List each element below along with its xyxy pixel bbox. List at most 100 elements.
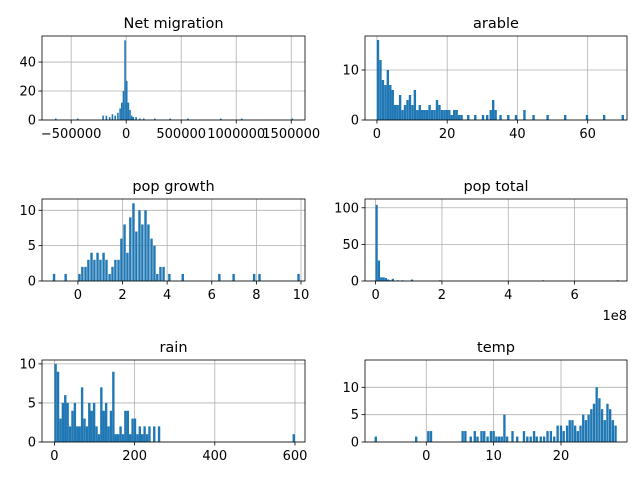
histogram-bar [114,115,116,120]
histogram-bar [71,410,74,442]
histogram-bar [90,252,93,281]
histogram-bar [93,259,96,281]
y-tick-label: 10 [342,64,359,79]
histogram-bar [394,105,397,120]
histogram-bar [483,431,486,442]
histogram-bar [148,426,151,442]
histogram-bar [377,260,381,281]
histogram-bar [96,252,99,281]
histogram-bar [111,266,114,281]
histogram-bar [595,387,598,442]
histogram-bar [66,402,69,442]
histogram-bar [105,115,108,120]
histogram-bar [460,115,463,120]
histogram-bar [168,273,171,281]
histogram-bar [150,238,153,281]
axes-frame [364,198,628,282]
histogram-bar [489,431,493,442]
histogram-bar [433,110,436,120]
y-tick-label: 10 [19,357,36,372]
histogram-bar [159,266,162,281]
y-tick-label: 0 [351,114,359,129]
histogram-bar [435,100,439,120]
histogram-bar [54,118,57,120]
histogram-bar [579,425,582,442]
histogram-bar [457,115,461,120]
histogram-bar [291,118,294,120]
histogram-bar [126,410,129,442]
histogram-bar [562,431,565,442]
histogram-bar [614,425,617,442]
histogram-bar [76,118,79,120]
panel-pop-growth: 0 2 4 6 8 10 0 5 10 pop growth [19,179,309,303]
histogram-bar [374,436,377,442]
x-tick-label: 2 [438,288,446,303]
histogram-bar [418,105,421,120]
histogram-bar [403,105,407,120]
histogram-bar [416,110,419,120]
panel-arable: 0 20 40 60 0 10 arable [342,16,628,142]
x-tick-label: 10 [485,449,502,464]
histogram-bar [453,110,456,120]
histogram-bar [129,217,132,281]
histogram-bar [415,436,418,442]
histogram-bar [120,238,123,281]
histogram-bar [88,402,91,442]
histogram-bar [608,409,612,442]
histogram-bar [64,273,67,281]
histogram-bar [131,418,134,442]
histogram-bar [494,110,497,120]
panel-temp: 0 10 20 0 5 10 temp [342,340,628,464]
histogram-bar [141,434,144,442]
histogram-bar [114,434,117,442]
histogram-bar [467,115,470,120]
histogram-bar [421,110,424,120]
panel-pop-total: 0 2 4 6 0 50 100 pop total 1e8 [334,179,628,324]
histogram-bar [120,102,123,120]
axes-frame [41,35,306,121]
x-tick-label: 60 [579,127,596,142]
histogram-bar [141,224,144,281]
panel-title: pop total [463,179,528,195]
histogram-bar [425,110,429,120]
histogram-bar [181,273,184,281]
histogram-bar [621,115,624,120]
histogram-bar [523,110,526,120]
histogram-bar [573,425,577,442]
histogram-bar [162,266,165,281]
histogram-bar [464,431,467,442]
y-tick-label: 5 [28,239,36,254]
histogram-bar [95,426,98,442]
x-tick-label: 20 [553,449,570,464]
x-offset-label: 1e8 [602,309,627,324]
panel-title: Net migration [123,16,223,32]
x-tick-label: 0 [122,127,130,142]
histogram-bar [108,273,111,281]
histogram-bar [97,434,101,442]
histogram-bar [428,105,431,120]
histogram-bar [486,115,489,120]
x-tick-label: 4 [163,288,171,303]
histogram-bar [147,224,150,281]
histogram-bar [78,273,81,281]
histogram-bar [443,110,446,120]
histogram-bar [252,273,256,281]
histogram-bar [129,434,132,442]
histogram-bar [406,100,409,120]
histogram-bar [546,115,549,120]
histogram-bar [522,431,526,442]
histogram-bar [114,259,117,281]
histogram-bar [119,108,121,120]
y-tick-label: 0 [351,436,359,451]
axes-frame [364,35,628,121]
histogram-bar [297,273,300,281]
histogram-bar [129,109,131,120]
histogram-bar [99,259,102,281]
y-tick-label: 0 [28,436,36,451]
x-tick-label: 0 [50,449,58,464]
histogram-bar [503,414,506,442]
histogram-bar [542,436,546,442]
axes-frame [41,198,306,282]
histogram-bar [514,115,518,120]
